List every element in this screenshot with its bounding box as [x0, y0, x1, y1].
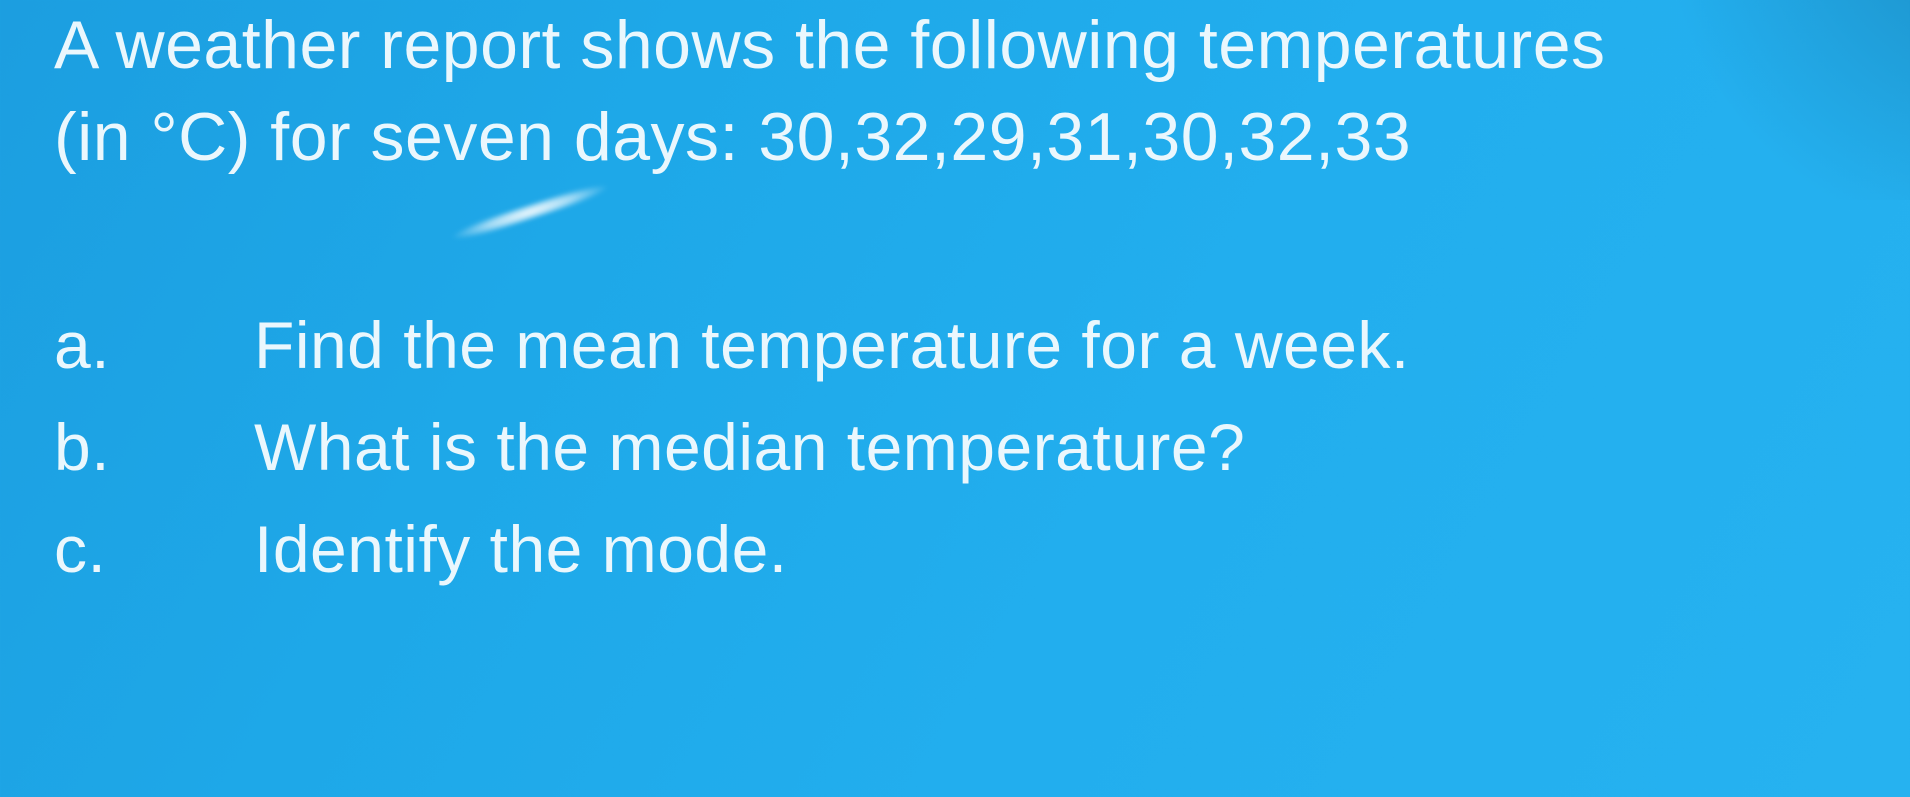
- slide-content: A weather report shows the following tem…: [0, 0, 1910, 600]
- intro-line-2: (in °C) for seven days: 30,32,29,31,30,3…: [0, 92, 1910, 184]
- intro-line-1: A weather report shows the following tem…: [0, 0, 1910, 92]
- question-label: c.: [54, 498, 254, 600]
- question-text: What is the median temperature?: [254, 396, 1910, 498]
- question-c: c. Identify the mode.: [54, 498, 1910, 600]
- question-b: b. What is the median temperature?: [54, 396, 1910, 498]
- question-label: b.: [54, 396, 254, 498]
- question-text: Find the mean temperature for a week.: [254, 294, 1910, 396]
- light-streak-artifact: [433, 174, 628, 249]
- question-text: Identify the mode.: [254, 498, 1910, 600]
- question-a: a. Find the mean temperature for a week.: [54, 294, 1910, 396]
- question-label: a.: [54, 294, 254, 396]
- question-list: a. Find the mean temperature for a week.…: [0, 294, 1910, 601]
